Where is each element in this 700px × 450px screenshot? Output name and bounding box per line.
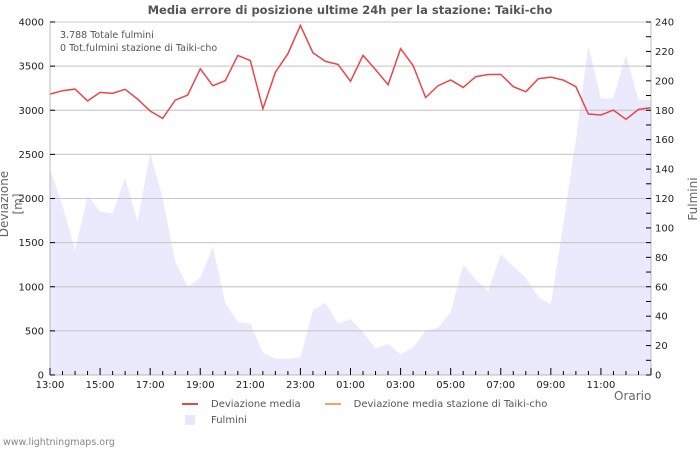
svg-text:500: 500: [25, 326, 44, 337]
svg-text:21:00: 21:00: [236, 380, 265, 391]
svg-text:3000: 3000: [19, 106, 44, 117]
svg-text:2000: 2000: [19, 194, 44, 205]
svg-text:2500: 2500: [19, 150, 44, 161]
deviation-line: [49, 23, 652, 121]
x-axis-ticks: 13:00 15:00 17:00 19:00 21:00 23:00 01:00 03:00…: [36, 368, 652, 391]
left-axis-ticks: 0 500 1000 1500 2000 2500 3000 3500 4000: [19, 18, 55, 382]
svg-text:200: 200: [655, 76, 674, 87]
total-strikes-text: 3.788 Totale fulmini: [60, 30, 154, 41]
svg-text:100: 100: [655, 223, 674, 234]
svg-text:13:00: 13:00: [36, 380, 65, 391]
svg-text:09:00: 09:00: [536, 380, 565, 391]
svg-text:120: 120: [655, 194, 674, 205]
legend: Deviazione media Deviazione media stazio…: [182, 396, 571, 428]
svg-text:03:00: 03:00: [386, 380, 415, 391]
legend-item-strikes: Fulmini: [182, 415, 247, 426]
svg-text:220: 220: [655, 47, 674, 58]
strikes-area: [50, 45, 651, 375]
strikes-swatch-icon: [185, 415, 195, 425]
svg-text:20: 20: [655, 341, 668, 352]
svg-text:05:00: 05:00: [436, 380, 465, 391]
svg-text:160: 160: [655, 135, 674, 146]
chart-title: Media errore di posizione ultime 24h per…: [147, 3, 553, 17]
svg-text:11:00: 11:00: [587, 380, 616, 391]
svg-text:01:00: 01:00: [336, 380, 365, 391]
svg-text:0: 0: [655, 371, 661, 382]
left-axis-title: Deviazione [m]: [0, 170, 25, 238]
svg-text:80: 80: [655, 253, 668, 264]
svg-text:07:00: 07:00: [486, 380, 515, 391]
deviation-swatch-icon: [182, 403, 198, 405]
station-deviation-swatch-icon: [324, 403, 341, 405]
svg-text:240: 240: [655, 18, 674, 29]
svg-text:0: 0: [38, 371, 44, 382]
svg-text:4000: 4000: [19, 18, 44, 29]
svg-text:140: 140: [655, 165, 674, 176]
svg-text:19:00: 19:00: [186, 380, 215, 391]
right-axis-title: Fulmini: [686, 177, 700, 221]
svg-text:180: 180: [655, 106, 674, 117]
svg-text:1000: 1000: [19, 282, 44, 293]
legend-item-deviation: Deviazione media: [182, 399, 301, 410]
svg-text:23:00: 23:00: [286, 380, 315, 391]
right-axis-ticks: 0 20 40 60 80 100 120 140 160 180 200 220 240: [646, 18, 674, 382]
svg-text:1500: 1500: [19, 238, 44, 249]
svg-text:60: 60: [655, 282, 668, 293]
svg-text:17:00: 17:00: [136, 380, 165, 391]
footer-credit: www.lightningmaps.org: [3, 437, 115, 448]
station-strikes-text: 0 Tot.fulmini stazione di Taiki-cho: [60, 42, 218, 54]
x-axis-title: Orario: [614, 389, 652, 403]
legend-item-station-deviation: Deviazione media stazione di Taiki-cho: [324, 399, 547, 410]
svg-text:15:00: 15:00: [86, 380, 115, 391]
svg-text:3500: 3500: [19, 62, 44, 73]
svg-text:40: 40: [655, 312, 668, 323]
stats-box: 3.788 Totale fulmini 0 Tot.fulmini stazi…: [60, 30, 217, 55]
